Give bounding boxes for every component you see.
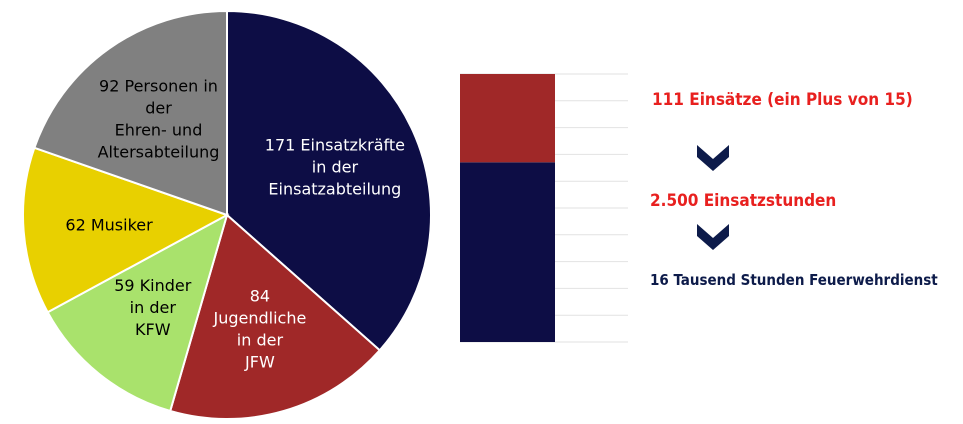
pie-slice (33, 9, 228, 217)
deployment-hours-text: 2.500 Einsatzstunden (650, 191, 837, 211)
pie-chart: 171 Einsatzkräfte in der Einsatzabteilung 8… (22, 9, 432, 420)
bar-segment (460, 162, 555, 342)
service-hours-text: 16 Tausend Stunden Feuerwehrdienst (650, 271, 938, 289)
pie-slice (46, 212, 229, 413)
pie-slice-label: 92 Personen in der Ehren- und Altersabteilu… (98, 77, 220, 162)
chevron-down-icon (697, 145, 729, 171)
pie-slice-label: 59 Kinder in der KFW (114, 276, 192, 339)
deployments-text: 111 Einsätze (ein Plus von 15) (652, 90, 913, 110)
pie-slice (169, 213, 382, 420)
pie-slice (226, 9, 432, 352)
pie-slice-label: 62 Musiker (65, 216, 153, 235)
pie-slice (22, 146, 230, 314)
pie-slice-label: 171 Einsatzkräfte in der Einsatzabteilung (265, 135, 405, 198)
bar-segment (460, 74, 555, 163)
stacked-bar-chart (460, 73, 628, 343)
pie-slice-label: 84 Jugendliche in der JFW (213, 287, 307, 372)
chevron-down-icon (697, 224, 729, 250)
